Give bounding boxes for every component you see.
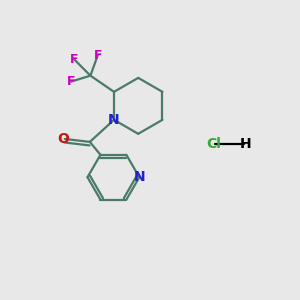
Text: F: F — [70, 53, 79, 66]
Text: N: N — [108, 113, 120, 127]
Text: N: N — [134, 170, 145, 184]
Text: O: O — [57, 132, 69, 146]
Text: F: F — [67, 75, 76, 88]
Text: F: F — [94, 49, 102, 62]
Text: Cl: Cl — [206, 137, 221, 151]
Text: H: H — [240, 137, 251, 151]
